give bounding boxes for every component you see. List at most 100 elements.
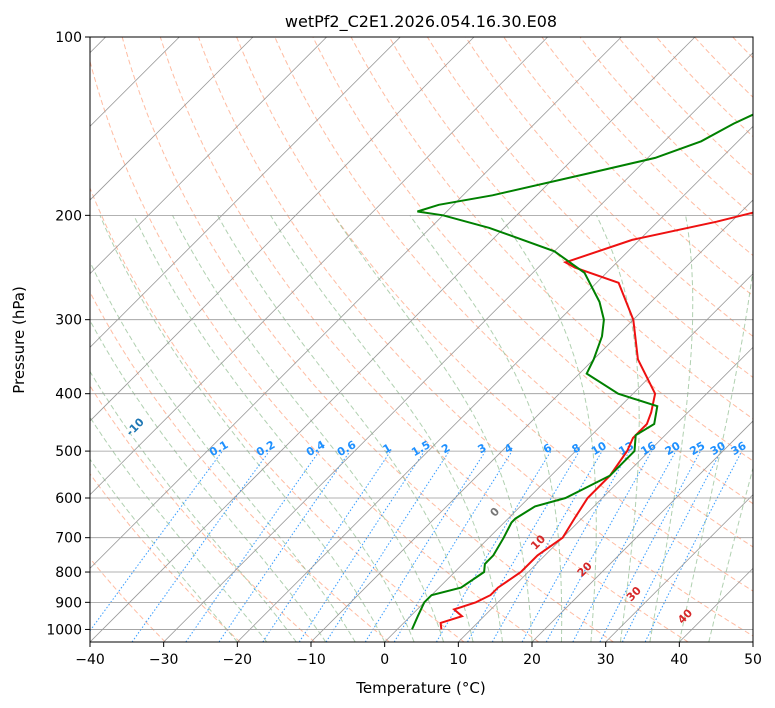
y-tick-label: 800 (55, 565, 82, 581)
moist-adiabat-line (708, 466, 753, 642)
moist-adiabat-line (133, 215, 415, 642)
mixing-ratio-label: 13 (616, 439, 636, 458)
y-tick-label: 400 (55, 387, 82, 403)
mixing-ratio-label: 8 (570, 441, 583, 456)
isotherm-line (752, 641, 753, 642)
dewpoint-profile (411, 113, 753, 630)
dry-adiabats (90, 37, 753, 642)
isotherm-line (90, 37, 254, 201)
mixing-ratio-line (599, 450, 701, 642)
x-tick-label: 40 (670, 652, 688, 668)
isotherm-line (90, 37, 401, 348)
plot-area: -100-90-80-70-60-50-40-30-20-100.10.20.4… (0, 37, 753, 642)
plot-frame (89, 36, 754, 643)
mixing-ratio-lines (90, 450, 743, 642)
x-tick-label: 20 (523, 652, 541, 668)
mixing-ratio-label: 0.6 (335, 438, 359, 459)
isotherm-line (90, 37, 327, 275)
dry-adiabat-line (426, 37, 753, 379)
mixing-ratio-label: 25 (688, 439, 708, 458)
dry-adiabat-line (236, 37, 753, 592)
temperature-profile (439, 211, 753, 630)
mixing-ratio-label: 4 (502, 441, 515, 456)
profiles (411, 113, 753, 630)
isotherm-line (163, 52, 753, 642)
x-tick-label: −40 (75, 652, 105, 668)
moist-adiabat-line (90, 370, 297, 642)
isobars (90, 37, 753, 630)
line-labels: -100-90-80-70-60-50-40-30-20-100.10.20.4… (0, 366, 749, 626)
y-tick-label: 200 (55, 208, 82, 224)
moist-adiabat-line (90, 319, 327, 642)
dry-adiabat-line (90, 59, 540, 642)
moist-adiabat-line (99, 215, 386, 642)
dry-adiabat-line (159, 37, 689, 642)
moist-adiabat-line (172, 215, 445, 642)
isotherm-line (531, 420, 753, 642)
moist-adiabat-line (217, 215, 474, 642)
isotherm-line (90, 37, 696, 642)
x-axis: −40 −30 −20 −10 0 10 20 30 40 50 (75, 642, 762, 668)
mixing-ratio-line (298, 450, 425, 642)
isotherm-line (605, 494, 753, 642)
dry-adiabat-label: -30 (0, 366, 2, 389)
mixing-ratio-label: 0.4 (304, 438, 328, 459)
chart-title: wetPf2_C2E1.2026.054.16.30.E08 (285, 12, 557, 32)
moist-adiabat-line (90, 416, 268, 642)
mixing-ratio-label: 0.2 (254, 438, 277, 459)
x-tick-label: −10 (296, 652, 326, 668)
mixing-ratio-line (131, 450, 270, 642)
mixing-ratio-line (521, 450, 630, 642)
isotherm-line (384, 273, 753, 642)
x-tick-label: −20 (223, 652, 253, 668)
dry-adiabat-line (541, 37, 753, 257)
mixing-ratio-label: 1.5 (409, 438, 432, 459)
x-tick-label: 50 (744, 652, 762, 668)
y-tick-label: 600 (55, 491, 82, 507)
y-tick-label: 300 (55, 313, 82, 329)
mixing-ratio-line (90, 450, 223, 632)
mixing-ratio-line (262, 450, 392, 642)
y-axis-label: Pressure (hPa) (10, 286, 28, 394)
dry-adiabat-line (694, 37, 753, 98)
mixing-ratio-label: 16 (639, 439, 659, 458)
mixing-ratio-line (364, 450, 486, 642)
moist-adiabat-line (90, 260, 356, 642)
mixing-ratio-label: 30 (708, 439, 728, 458)
isotherms (90, 37, 753, 642)
dry-adiabat-line (90, 384, 316, 642)
mixing-ratio-line (435, 450, 552, 642)
dry-adiabat-line (503, 37, 753, 297)
moist-adiabat-line (90, 458, 238, 642)
isotherm-line (90, 37, 622, 569)
mixing-ratio-label: 3 (475, 441, 488, 456)
mixing-ratio-label: 0.1 (207, 438, 230, 459)
dry-adiabat-line (121, 37, 614, 642)
dry-adiabat-line (90, 557, 166, 642)
y-tick-label: 900 (55, 595, 82, 611)
y-tick-label: 700 (55, 531, 82, 547)
dry-adiabat-line (90, 291, 390, 642)
dry-adiabat-label: -10 (124, 415, 147, 438)
y-tick-label: 100 (55, 30, 82, 46)
x-axis-label: Temperature (°C) (355, 679, 485, 697)
x-tick-label: 0 (380, 652, 389, 668)
dry-adiabat-line (732, 37, 753, 59)
isotherm-line (237, 125, 753, 642)
moist-adiabat-line (596, 215, 640, 642)
dry-adiabat-line (90, 472, 241, 642)
isotherm-line (310, 199, 753, 642)
mixing-ratio-line (644, 450, 743, 642)
mixing-ratio-line (185, 450, 320, 642)
dry-adiabat-line (656, 37, 753, 138)
isotherm-line (90, 37, 548, 496)
dry-adiabat-line (350, 37, 753, 462)
mixing-ratio-line (325, 450, 450, 642)
moist-adiabats (90, 215, 753, 642)
y-tick-label: 500 (55, 444, 82, 460)
y-tick-label: 1000 (46, 622, 82, 638)
moist-adiabat-line (499, 215, 597, 642)
isotherm-line (90, 37, 475, 422)
moist-adiabat-line (678, 265, 753, 642)
